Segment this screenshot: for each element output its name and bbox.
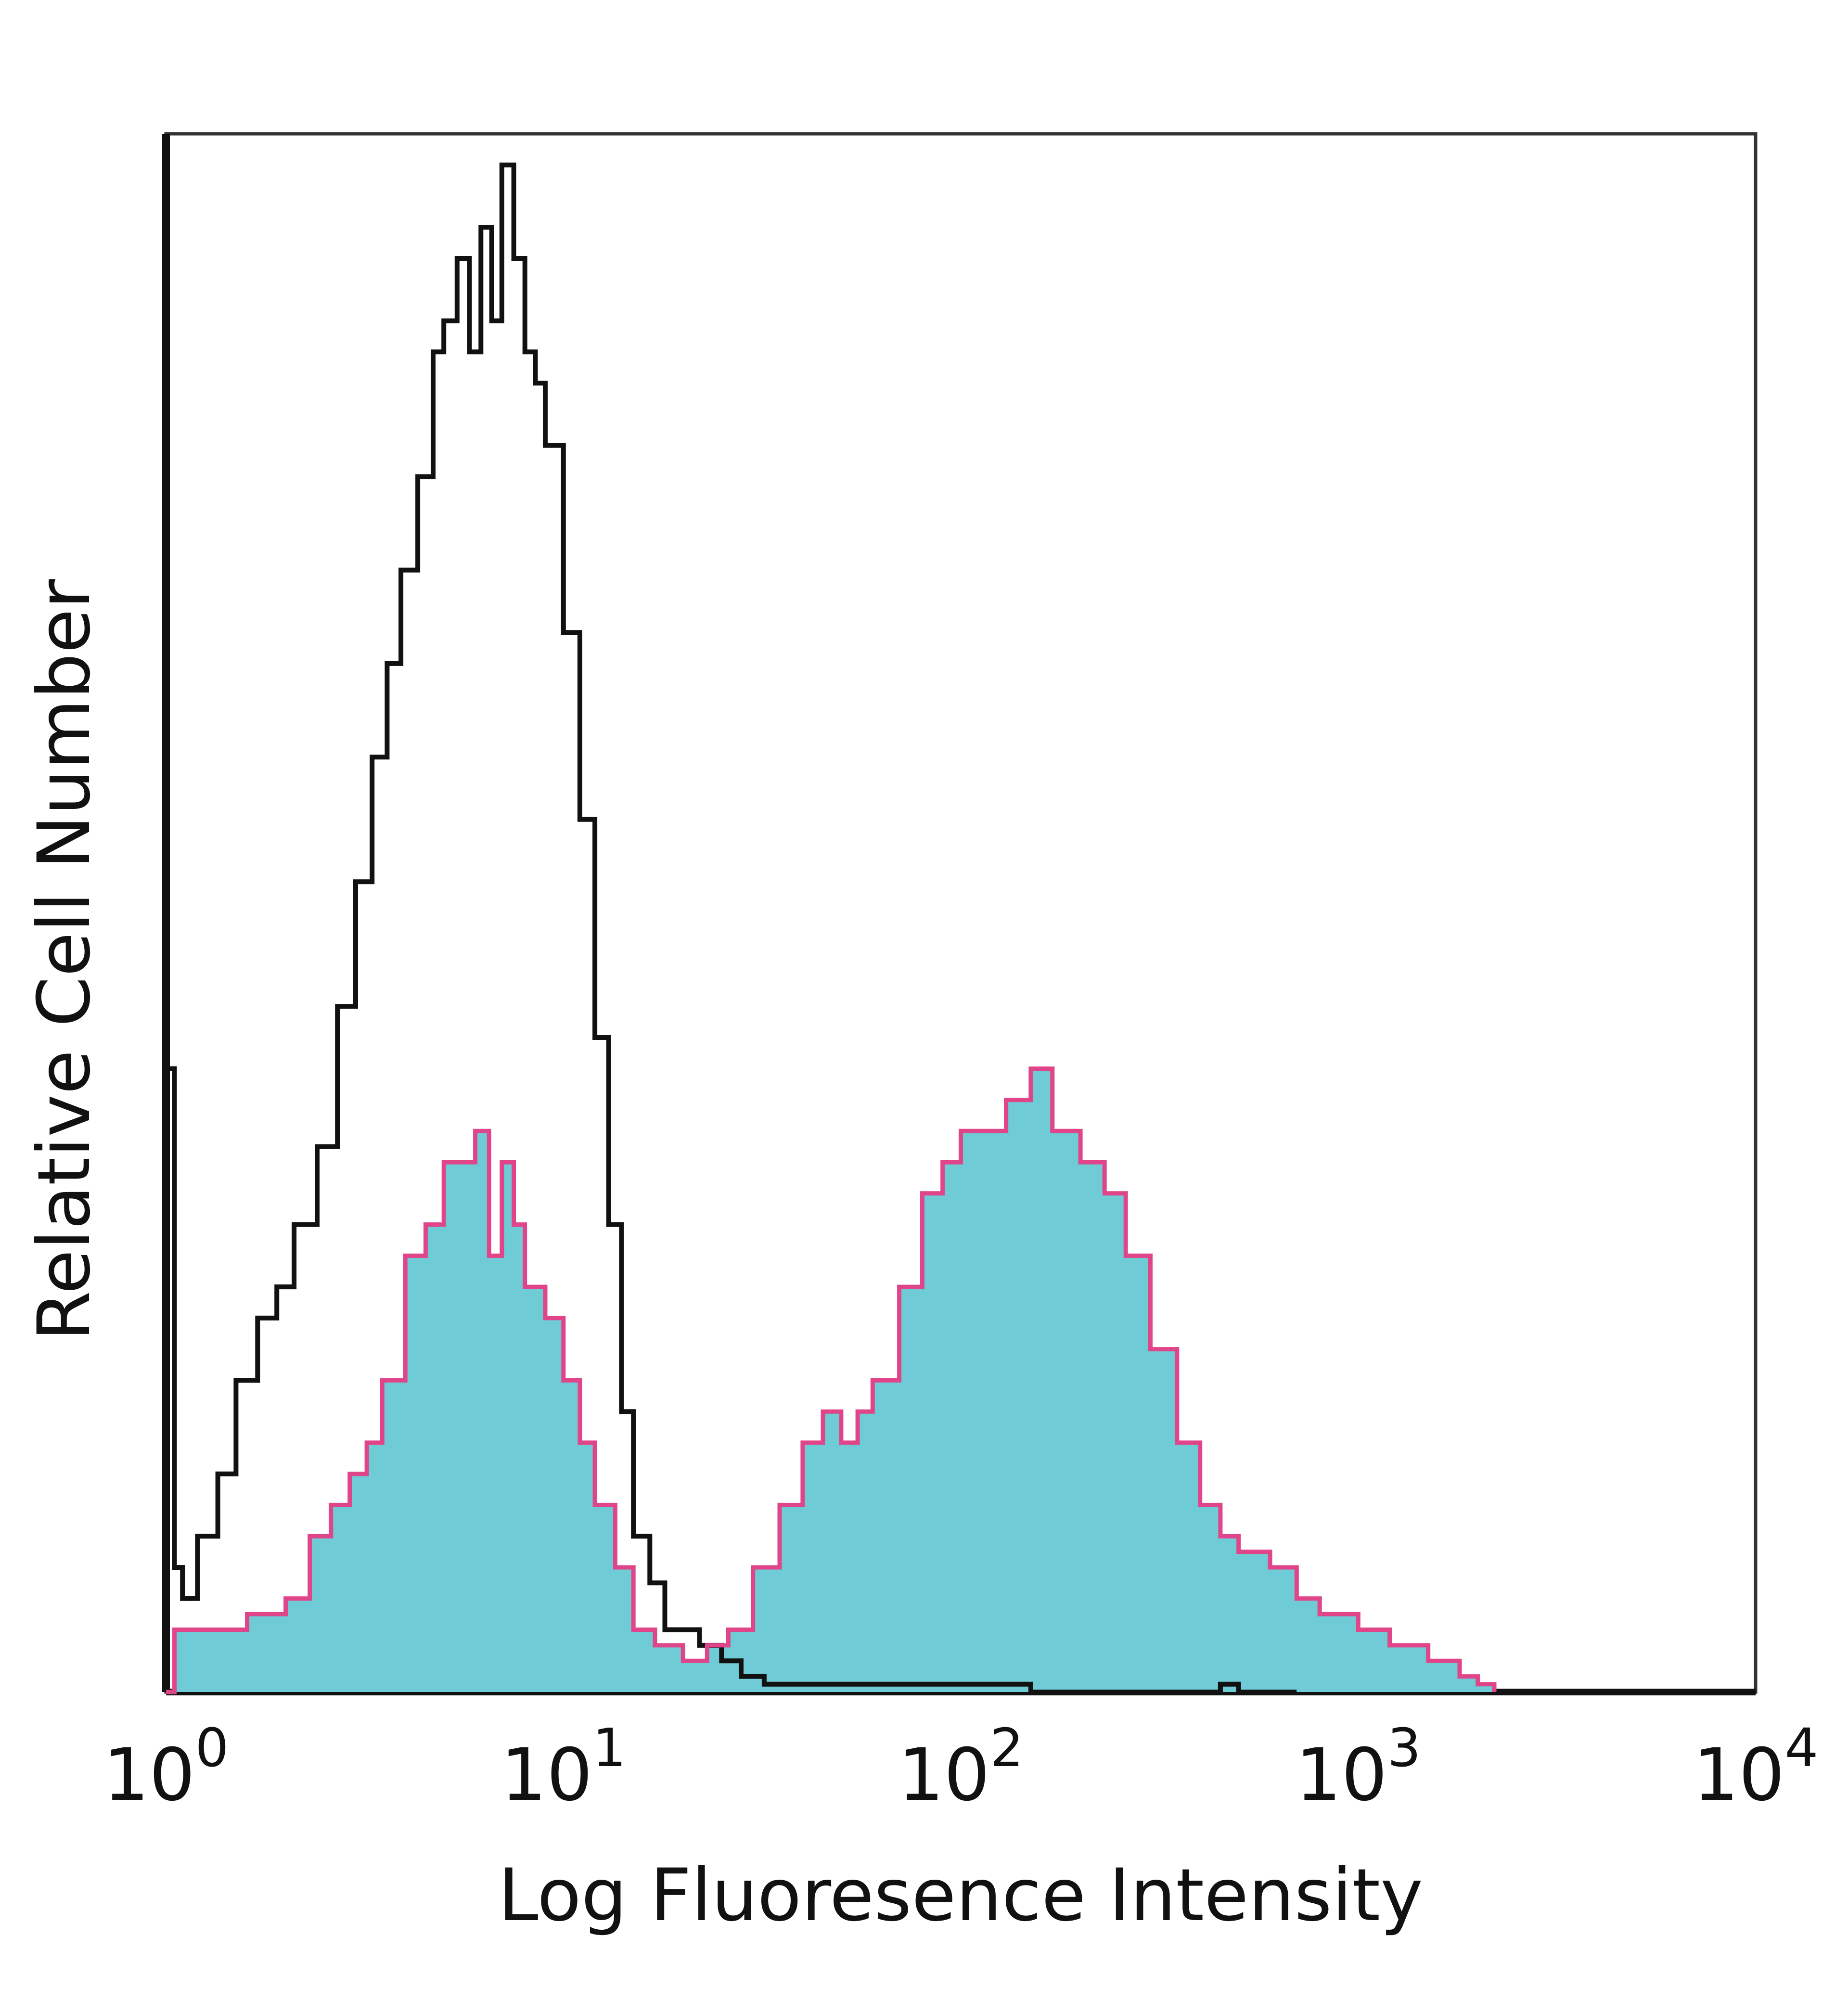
plot-area — [162, 132, 1758, 1695]
x-tick-label-4: 104 — [1693, 1717, 1819, 1817]
x-tick-label-0: 100 — [103, 1717, 229, 1817]
series-layer — [164, 162, 1497, 1694]
x-tick-label-1: 101 — [500, 1717, 626, 1817]
series-0-line — [164, 162, 1297, 1694]
x-tick-label-2: 102 — [898, 1717, 1024, 1817]
x-tick-labels: 100 101 102 103 104 — [103, 1717, 1819, 1817]
y-axis-label: Relative Cell Number — [23, 579, 106, 1341]
series-1-fill — [166, 1068, 1494, 1692]
x-tick-label-3: 103 — [1296, 1717, 1421, 1817]
x-axis-label: Log Fluoresence Intensity — [498, 1854, 1423, 1937]
series-1-line — [166, 1066, 1497, 1694]
